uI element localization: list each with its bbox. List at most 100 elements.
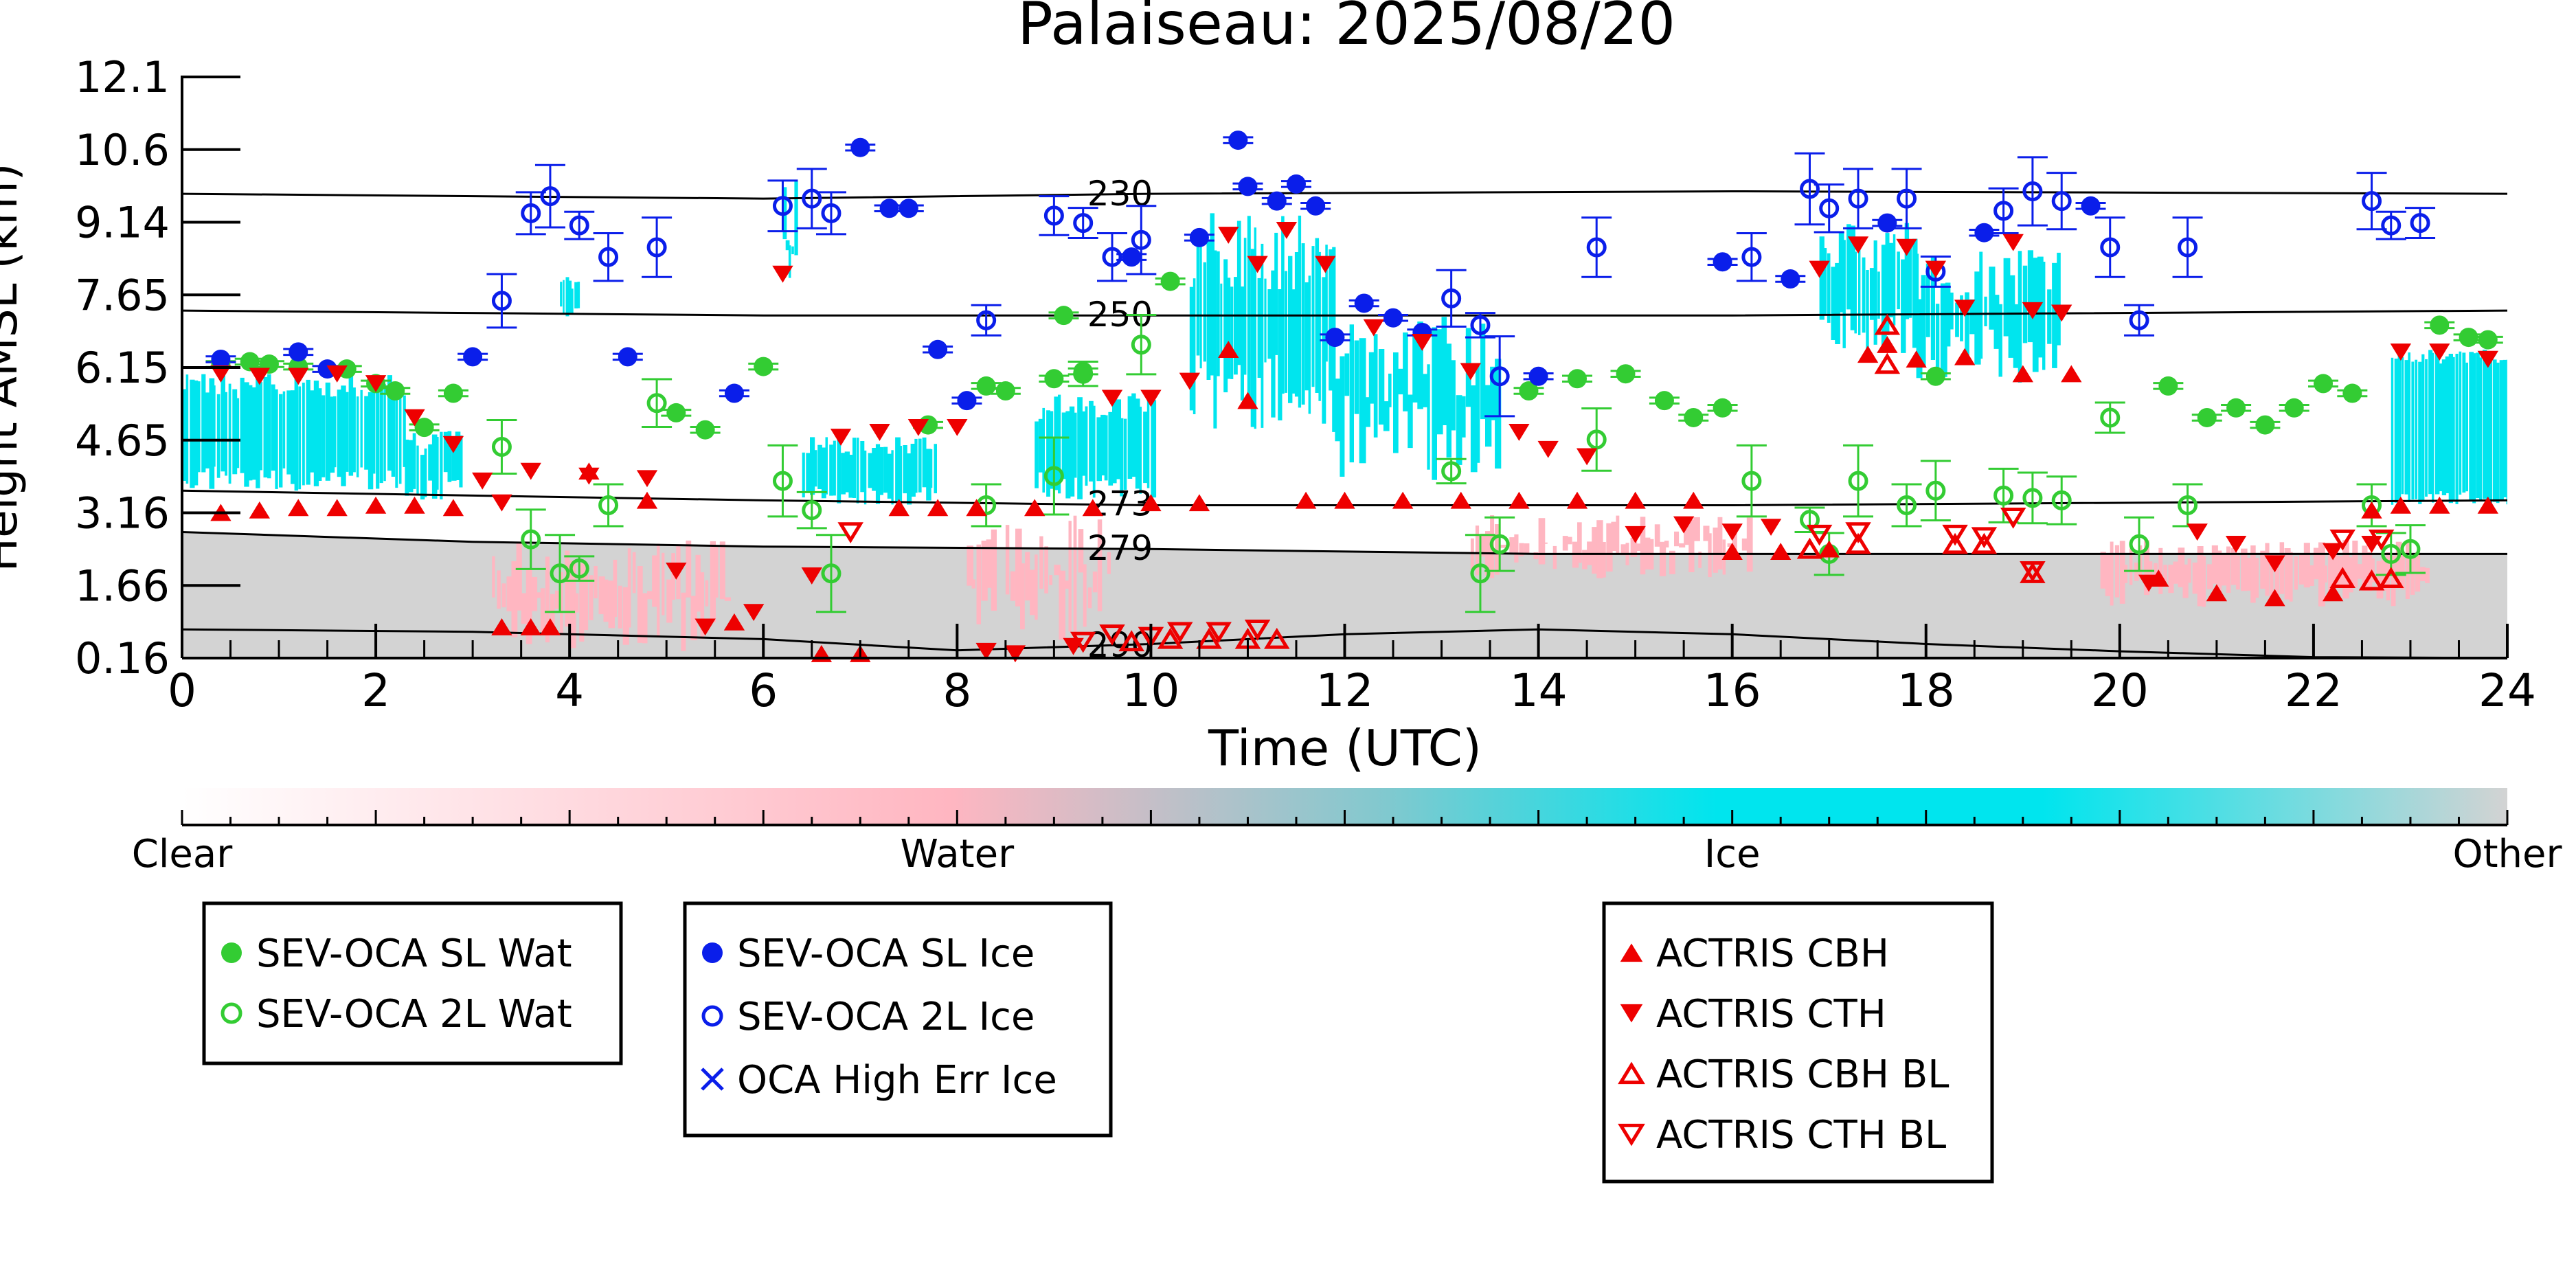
error-bar xyxy=(1988,467,2019,523)
ice-cloud xyxy=(1969,299,1976,335)
marker-circle-open xyxy=(802,188,822,209)
ice-cloud xyxy=(412,433,416,489)
ice-cloud xyxy=(1127,396,1133,479)
marker-circle-open xyxy=(1848,188,1868,209)
marker-circle-open xyxy=(598,495,619,516)
water-cloud xyxy=(705,580,709,607)
ice-cloud xyxy=(929,449,933,488)
ice-cloud xyxy=(2452,357,2455,501)
marker-triangle-open xyxy=(1796,537,1823,559)
ice-cloud xyxy=(1318,251,1321,401)
ice-cloud xyxy=(383,384,386,482)
water-cloud xyxy=(1552,545,1557,569)
ice-cloud xyxy=(1854,251,1857,334)
water-cloud xyxy=(1684,522,1691,545)
error-bar xyxy=(1581,216,1612,278)
ice-cloud xyxy=(1096,417,1102,482)
ice-cloud xyxy=(813,450,817,487)
marker-triangle-open xyxy=(837,522,863,543)
water-cloud xyxy=(710,541,716,622)
water-cloud xyxy=(613,559,618,618)
marker-circle-filled xyxy=(928,339,948,359)
error-bar xyxy=(1436,269,1467,328)
water-cloud xyxy=(2405,541,2410,599)
marker-triangle-filled xyxy=(2477,496,2498,514)
error-bar xyxy=(2124,516,2155,572)
water-cloud xyxy=(719,541,725,600)
ice-cloud xyxy=(1092,405,1096,498)
marker-triangle-filled xyxy=(365,375,387,393)
ice-cloud xyxy=(1965,292,1969,365)
x-tick-label: 10 xyxy=(1122,664,1179,717)
water-cloud xyxy=(1500,545,1506,548)
water-cloud xyxy=(2400,552,2405,590)
ice-cloud xyxy=(856,438,859,504)
marker-triangle-filled xyxy=(1315,256,1336,273)
water-cloud xyxy=(2425,567,2430,583)
ice-cloud xyxy=(1223,259,1228,393)
marker-triangle-filled xyxy=(1576,448,1598,466)
ice-cloud xyxy=(1100,414,1106,476)
marker-circle-filled xyxy=(2314,374,2334,394)
water-cloud xyxy=(1596,520,1603,578)
marker-triangle-filled xyxy=(472,472,493,490)
marker-triangle-filled xyxy=(365,496,387,514)
ice-cloud xyxy=(1143,411,1149,484)
water-cloud xyxy=(603,579,609,622)
water-cloud xyxy=(545,556,550,643)
ice-cloud xyxy=(817,444,822,489)
error-bar xyxy=(815,534,846,613)
marker-triangle-filled xyxy=(1847,236,1869,254)
ice-cloud xyxy=(1901,259,1906,353)
water-cloud xyxy=(647,591,654,600)
ice-cloud xyxy=(577,282,580,308)
ice-cloud xyxy=(1364,397,1370,427)
marker-circle-filled xyxy=(850,137,870,157)
legend-label: ACTRIS CTH BL xyxy=(1656,1113,1946,1157)
marker-triangle-open xyxy=(1942,532,1968,554)
marker-circle-filled xyxy=(1286,174,1306,194)
marker-triangle-filled xyxy=(1925,260,1947,278)
ice-cloud xyxy=(1398,368,1404,395)
error-bar xyxy=(534,163,565,229)
marker-circle-filled xyxy=(995,381,1015,401)
marker-circle-open xyxy=(821,203,841,223)
ice-cloud xyxy=(193,380,199,486)
marker-triangle-filled xyxy=(1004,645,1026,663)
marker-circle-open xyxy=(1586,429,1607,450)
ice-cloud xyxy=(918,438,922,493)
ice-cloud xyxy=(436,437,439,490)
marker-triangle-filled xyxy=(1625,526,1646,543)
ice-cloud xyxy=(1146,399,1150,488)
water-cloud xyxy=(2192,562,2199,594)
ice-cloud xyxy=(1278,289,1283,420)
water-cloud xyxy=(657,543,660,637)
marker-circle-open xyxy=(1043,466,1064,486)
error-bar xyxy=(593,231,624,282)
ice-cloud xyxy=(372,376,376,474)
water-cloud xyxy=(1606,523,1613,572)
ice-cloud xyxy=(1354,340,1359,414)
water-cloud xyxy=(2410,558,2415,595)
marker-circle-filled xyxy=(1519,381,1539,401)
ice-cloud xyxy=(1058,394,1061,494)
ice-cloud xyxy=(209,378,215,489)
ice-cloud xyxy=(872,448,877,491)
ice-cloud xyxy=(267,374,271,479)
ice-cloud xyxy=(1065,411,1071,499)
water-cloud xyxy=(497,570,501,609)
water-cloud xyxy=(642,593,648,644)
water-cloud xyxy=(1693,517,1700,541)
error-bar xyxy=(642,216,673,278)
ice-cloud xyxy=(2489,361,2492,506)
error-bar xyxy=(2124,304,2155,337)
marker-circle-filled xyxy=(463,347,483,367)
marker-circle-filled xyxy=(976,376,996,396)
ice-cloud xyxy=(833,440,836,496)
x-tick-label: 14 xyxy=(1510,664,1568,717)
ice-cloud xyxy=(860,441,865,493)
marker-circle-filled xyxy=(695,420,715,440)
ice-cloud xyxy=(1921,275,1926,366)
marker-triangle-filled xyxy=(210,365,231,383)
colorbar-label: Clear xyxy=(132,832,233,877)
